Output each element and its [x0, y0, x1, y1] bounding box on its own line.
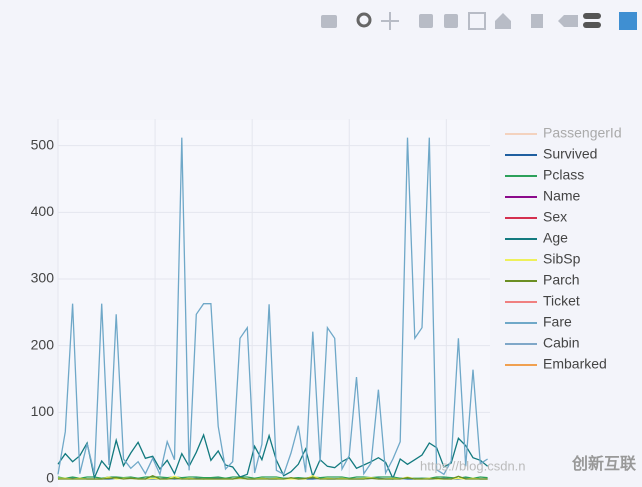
legend-label[interactable]: Sex	[543, 209, 567, 225]
legend-label[interactable]: SibSp	[543, 251, 581, 267]
legend-label[interactable]: Pclass	[543, 167, 584, 183]
zoom-in-icon[interactable]	[419, 14, 433, 28]
plotly-logo[interactable]	[619, 12, 637, 30]
legend-label[interactable]: Cabin	[543, 335, 580, 351]
series-line	[58, 474, 488, 480]
autoscale-icon[interactable]	[468, 12, 486, 30]
y-tick-label: 0	[46, 470, 54, 486]
spike-icon[interactable]	[531, 14, 543, 28]
plot-area	[58, 120, 490, 487]
y-tick-label: 200	[31, 336, 55, 352]
series-line	[57, 137, 488, 477]
hover-compare-icon[interactable]	[583, 13, 601, 19]
watermark-logo: 创新互联	[571, 454, 636, 473]
camera-icon[interactable]	[321, 15, 337, 28]
zoom-out-icon[interactable]	[444, 14, 458, 28]
y-tick-label: 400	[31, 203, 55, 219]
legend-label[interactable]: Embarked	[543, 356, 607, 372]
legend-label[interactable]: Age	[543, 230, 568, 246]
y-tick-label: 500	[31, 136, 55, 152]
toolbar	[321, 12, 637, 30]
legend-label[interactable]: Name	[543, 188, 581, 204]
legend-label[interactable]: Survived	[543, 146, 597, 162]
watermark: https://blog.csdn.n	[420, 458, 526, 473]
legend-label[interactable]: Fare	[543, 314, 572, 330]
legend-label[interactable]: PassengerId	[543, 125, 622, 141]
legend-label[interactable]: Ticket	[543, 293, 580, 309]
legend-label[interactable]: Parch	[543, 272, 580, 288]
reset-icon[interactable]	[495, 13, 511, 29]
y-tick-label: 300	[31, 270, 55, 286]
hover-closest-icon[interactable]	[558, 15, 578, 27]
hover-compare-icon[interactable]	[583, 22, 601, 28]
y-tick-label: 100	[31, 403, 55, 419]
series-line	[57, 433, 489, 481]
series-line	[57, 476, 488, 479]
pan-icon[interactable]	[381, 12, 399, 30]
zoom-icon[interactable]	[356, 12, 372, 28]
